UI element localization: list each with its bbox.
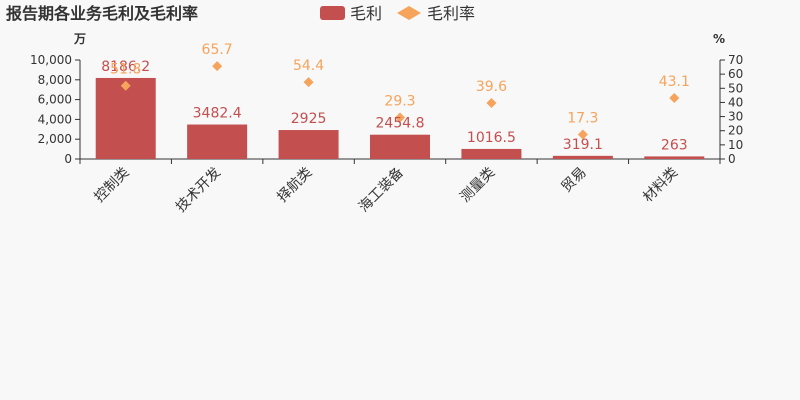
x-tick-label: 材料类 xyxy=(640,165,681,206)
y-right-tick-label: 40 xyxy=(728,95,743,109)
y-right-tick-label: 0 xyxy=(728,152,736,166)
margin-value-label: 65.7 xyxy=(202,42,233,58)
bar-value-label: 2925 xyxy=(291,111,327,127)
legend-swatch-gross-margin xyxy=(397,6,421,20)
chart-title: 报告期各业务毛利及毛利率 xyxy=(6,4,198,23)
bar-value-label: 8186.2 xyxy=(101,59,150,75)
y-left-tick-label: 6,000 xyxy=(38,93,72,107)
legend[interactable]: 毛利 毛利率 xyxy=(320,4,475,23)
margin-value-label: 29.3 xyxy=(384,94,415,110)
margin-value-label: 51.8 xyxy=(110,62,141,78)
y-right-tick-label: 70 xyxy=(728,53,743,67)
y-right-unit: % xyxy=(713,32,725,46)
margin-point[interactable] xyxy=(669,93,680,104)
bar-value-label: 1016.5 xyxy=(467,130,516,146)
legend-item-gross-margin[interactable]: 毛利率 xyxy=(397,4,475,23)
y-left-tick-label: 0 xyxy=(64,152,72,166)
y-right-tick-label: 10 xyxy=(728,138,743,152)
x-tick-label: 海工装备 xyxy=(355,164,407,216)
y-right-tick-label: 30 xyxy=(728,110,743,124)
x-tick-label: 贸易 xyxy=(559,165,590,196)
legend-item-gross-profit[interactable]: 毛利 xyxy=(320,4,382,23)
legend-label-gross-profit: 毛利 xyxy=(350,4,382,23)
margin-value-label: 17.3 xyxy=(567,111,598,127)
x-tick-label: 控制类 xyxy=(92,165,133,206)
bar-value-label: 263 xyxy=(661,137,688,153)
y-left-unit: 万 xyxy=(73,32,86,46)
margin-value-label: 39.6 xyxy=(476,79,507,95)
bar-value-label: 3482.4 xyxy=(193,106,242,122)
bar[interactable] xyxy=(644,156,705,159)
margin-point[interactable] xyxy=(486,97,497,108)
legend-swatch-gross-profit xyxy=(320,6,345,20)
bar[interactable] xyxy=(187,124,248,159)
legend-label-gross-margin: 毛利率 xyxy=(427,4,475,23)
bars xyxy=(95,77,705,159)
margin-point[interactable] xyxy=(395,112,405,123)
bar-value-label: 319.1 xyxy=(563,137,603,153)
bar[interactable] xyxy=(278,130,339,159)
y-right-tick-label: 50 xyxy=(728,81,743,95)
y-left-tick-label: 4,000 xyxy=(38,112,72,126)
bar[interactable] xyxy=(95,77,156,159)
y-left-tick-label: 8,000 xyxy=(38,73,72,87)
y-right-tick-label: 20 xyxy=(728,124,743,138)
x-tick-label: 测量类 xyxy=(457,165,498,206)
data-labels: 8186.2 3482.4 2925 2454.8 1016.5 319.1 263 51.8… xyxy=(101,42,690,153)
bar-value-label: 2454.8 xyxy=(376,116,425,132)
points xyxy=(120,61,680,140)
x-tick-label: 技术开发 xyxy=(173,165,224,216)
bar[interactable] xyxy=(370,134,430,159)
x-tick-label: 择航类 xyxy=(274,165,315,206)
bar[interactable] xyxy=(552,155,613,159)
y-left-tick-label: 10,000 xyxy=(30,53,72,67)
margin-point[interactable] xyxy=(577,129,588,140)
margin-value-label: 54.4 xyxy=(293,58,324,74)
y-right-tick-label: 60 xyxy=(728,67,743,81)
margin-point[interactable] xyxy=(303,77,314,88)
bar[interactable] xyxy=(461,148,522,159)
y-left-tick-label: 2,000 xyxy=(38,132,72,146)
margin-point[interactable] xyxy=(212,61,223,72)
margin-point[interactable] xyxy=(120,80,131,91)
margin-value-label: 43.1 xyxy=(659,74,690,90)
